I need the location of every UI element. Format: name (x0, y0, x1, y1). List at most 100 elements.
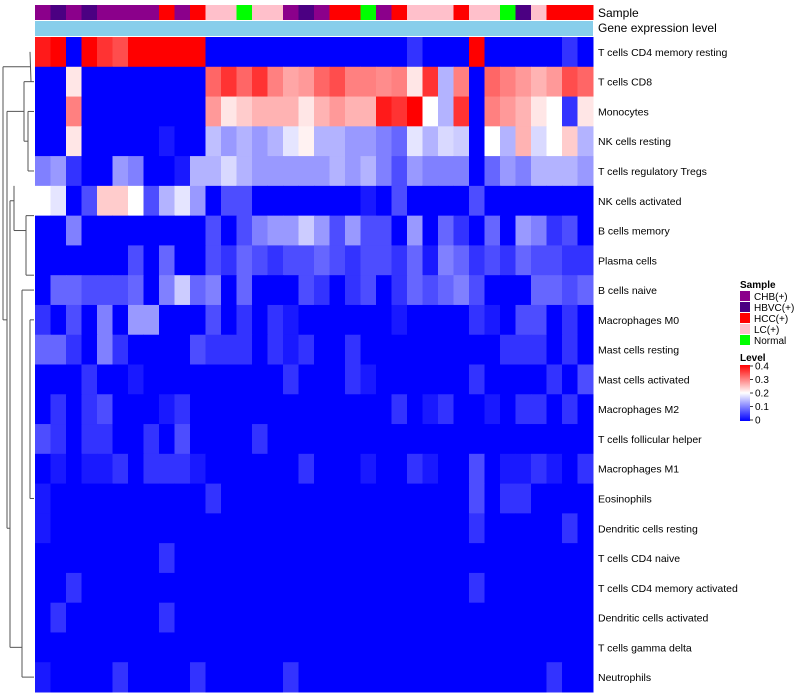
heatmap-cell-r2-c2 (50, 66, 67, 98)
heatmap-cell-r15-c30 (484, 453, 501, 485)
heatmap-cell-r20-c10 (174, 602, 191, 633)
heatmap-cell-r9-c35 (562, 275, 578, 306)
heatmap-cell-r13-c2 (50, 394, 67, 425)
heatmap-cell-r11-c24 (391, 334, 408, 365)
heatmap-cell-r3-c18 (298, 96, 315, 127)
heatmap-cell-r10-c5 (97, 304, 113, 336)
heatmap-cell-r9-c10 (174, 275, 191, 306)
heatmap-cell-r17-c11 (190, 513, 206, 544)
heatmap-cell-r17-c3 (66, 513, 82, 544)
heatmap-cell-r17-c33 (531, 513, 547, 544)
heatmap-cell-r11-c8 (143, 334, 160, 365)
heatmap-cell-r15-c35 (562, 453, 578, 485)
heatmap-cell-r18-c18 (298, 543, 315, 574)
heatmap-cell-r1-c15 (252, 37, 268, 68)
heatmap-cell-r7-c1 (35, 215, 51, 246)
heatmap-cell-r15-c6 (112, 453, 129, 485)
heatmap-cell-r21-c8 (143, 632, 160, 663)
heatmap-cell-r9-c15 (252, 275, 268, 306)
heatmap-cell-r1-c28 (453, 37, 470, 68)
level-tick-label-3: 0.2 (755, 389, 769, 400)
heatmap-cell-r15-c24 (391, 453, 408, 485)
heatmap-cell-r11-c22 (360, 334, 377, 365)
heatmap-cell-r6-c28 (453, 185, 470, 217)
heatmap-cell-r2-c35 (562, 66, 578, 98)
heatmap-cell-r1-c5 (97, 37, 113, 68)
sample-annotation-25 (407, 5, 423, 20)
level-legend: Level 0.4 0.3 0.2 0.1 0 (740, 353, 769, 427)
heatmap-cell-r22-c33 (531, 662, 547, 693)
heatmap-cell-r19-c4 (81, 572, 98, 604)
heatmap-cell-r22-c2 (50, 662, 67, 693)
heatmap-cell-r2-c24 (391, 66, 408, 98)
heatmap-cell-r22-c10 (174, 662, 191, 693)
heatmap-cell-r12-c21 (345, 364, 361, 395)
heatmap-cell-r12-c6 (112, 364, 129, 395)
heatmap-cell-r11-c29 (469, 334, 485, 365)
heatmap-cell-r7-c21 (345, 215, 361, 246)
heatmap-cell-r12-c22 (360, 364, 377, 395)
heatmap-cell-r11-c3 (66, 334, 82, 365)
heatmap-cell-r5-c14 (236, 156, 253, 187)
heatmap-cell-r18-c29 (469, 543, 485, 574)
heatmap-cell-r3-c7 (128, 96, 144, 127)
heatmap-cell-r19-c24 (391, 572, 408, 604)
heatmap-cell-r19-c36 (577, 572, 594, 604)
heatmap-cell-r11-c35 (562, 334, 578, 365)
heatmap-cell-r5-c2 (50, 156, 67, 187)
heatmap-cell-r14-c10 (174, 424, 191, 455)
heatmap-cell-r16-c31 (500, 483, 516, 514)
heatmap-cell-r7-c31 (500, 215, 516, 246)
heatmap-cell-r19-c11 (190, 572, 206, 604)
heatmap-cell-r16-c27 (438, 483, 454, 514)
heatmap-cell-r2-c34 (546, 66, 563, 98)
sample-annotation-9 (159, 5, 175, 20)
heatmap-cell-r19-c21 (345, 572, 361, 604)
heatmap-cell-r15-c2 (50, 453, 67, 485)
row-label-1: T cells CD4 memory resting (598, 47, 727, 59)
heatmap-cell-r6-c24 (391, 185, 408, 217)
heatmap-cell-r18-c20 (329, 543, 346, 574)
heatmap-cell-r14-c29 (469, 424, 485, 455)
heatmap-cell-r20-c34 (546, 602, 563, 633)
heatmap-cell-r1-c11 (190, 37, 206, 68)
heatmap-cell-r22-c29 (469, 662, 485, 693)
heatmap-cell-r1-c34 (546, 37, 563, 68)
heatmap-cell-r4-c31 (500, 126, 516, 157)
heatmap-cell-r5-c34 (546, 156, 563, 187)
heatmap-cell-r16-c23 (376, 483, 392, 514)
heatmap-cell-r13-c17 (283, 394, 299, 425)
heatmap-cell-r17-c13 (221, 513, 237, 544)
heatmap-cell-r7-c20 (329, 215, 346, 246)
heatmap-cell-r4-c3 (66, 126, 82, 157)
heatmap-cell-r18-c15 (252, 543, 268, 574)
level-tick-label-2: 0.3 (755, 375, 769, 386)
heatmap-cell-r4-c11 (190, 126, 206, 157)
heatmap-cell-r13-c32 (515, 394, 532, 425)
heatmap-cell-r9-c27 (438, 275, 454, 306)
heatmap-cell-r14-c6 (112, 424, 129, 455)
heatmap-cell-r14-c14 (236, 424, 253, 455)
heatmap-cell-r8-c23 (376, 245, 392, 276)
sample-annotation-23 (376, 5, 392, 20)
heatmap-cell-r14-c11 (190, 424, 206, 455)
heatmap-cell-r3-c33 (531, 96, 547, 127)
heatmap-cell-r7-c23 (376, 215, 392, 246)
heatmap-cell-r16-c14 (236, 483, 253, 514)
heatmap-cell-r12-c24 (391, 364, 408, 395)
heatmap-cell-r6-c8 (143, 185, 160, 217)
heatmap-cell-r12-c3 (66, 364, 82, 395)
heatmap-cell-r5-c13 (221, 156, 237, 187)
heatmap-cell-r1-c32 (515, 37, 532, 68)
heatmap-cell-r15-c34 (546, 453, 563, 485)
heatmap-cell-r9-c12 (205, 275, 222, 306)
heatmap-cell-r18-c22 (360, 543, 377, 574)
heatmap-cell-r5-c6 (112, 156, 129, 187)
heatmap-cell-r13-c4 (81, 394, 98, 425)
heatmap-cell-r18-c4 (81, 543, 98, 574)
heatmap-cell-r10-c28 (453, 304, 470, 336)
heatmap-cell-r2-c23 (376, 66, 392, 98)
heatmap-cell-r10-c2 (50, 304, 67, 336)
heatmap-cell-r18-c30 (484, 543, 501, 574)
heatmap-cell-r3-c5 (97, 96, 113, 127)
